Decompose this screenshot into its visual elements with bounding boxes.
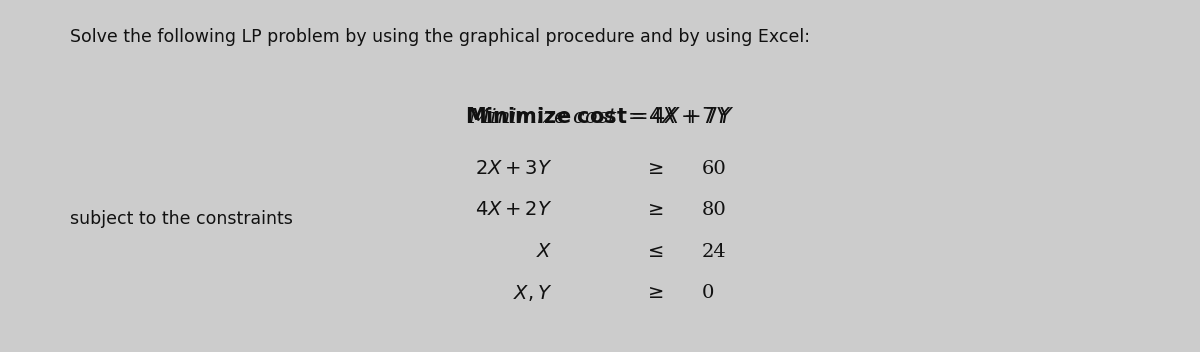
Text: 80: 80 xyxy=(701,201,726,219)
Text: $2X + 3Y$: $2X + 3Y$ xyxy=(475,160,552,178)
Text: $X, Y$: $X, Y$ xyxy=(512,283,552,303)
Text: 24: 24 xyxy=(701,243,726,260)
Text: Minimize cost $= 4X + 7Y$: Minimize cost $= 4X + 7Y$ xyxy=(468,107,732,127)
Text: $\geq$: $\geq$ xyxy=(643,284,664,302)
Text: $\geq$: $\geq$ xyxy=(643,201,664,219)
Text: 0: 0 xyxy=(701,284,714,302)
Text: $\mathbf{Minimize\ cost} = 4\mathit{X} + 7\mathit{Y}$: $\mathbf{Minimize\ cost} = 4\mathit{X} +… xyxy=(466,107,734,127)
Text: Solve the following LP problem by using the graphical procedure and by using Exc: Solve the following LP problem by using … xyxy=(70,28,810,46)
Text: $\leq$: $\leq$ xyxy=(643,243,664,260)
Text: $4X + 2Y$: $4X + 2Y$ xyxy=(475,201,552,219)
Text: $X$: $X$ xyxy=(535,243,552,260)
Text: $\geq$: $\geq$ xyxy=(643,160,664,178)
Text: subject to the constraints: subject to the constraints xyxy=(70,210,293,228)
Text: 60: 60 xyxy=(701,160,726,178)
